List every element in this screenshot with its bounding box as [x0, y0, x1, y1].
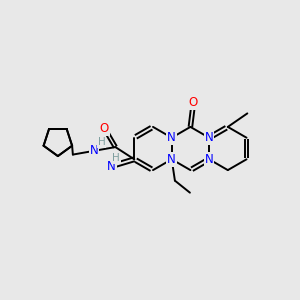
Text: N: N: [90, 144, 98, 157]
Text: H: H: [112, 153, 120, 163]
Text: N: N: [107, 160, 116, 173]
Text: N: N: [167, 153, 176, 166]
Text: N: N: [205, 131, 214, 144]
Text: H: H: [98, 137, 106, 147]
Text: N: N: [167, 131, 176, 144]
Text: O: O: [189, 96, 198, 110]
Text: N: N: [205, 153, 214, 166]
Text: O: O: [100, 122, 109, 135]
